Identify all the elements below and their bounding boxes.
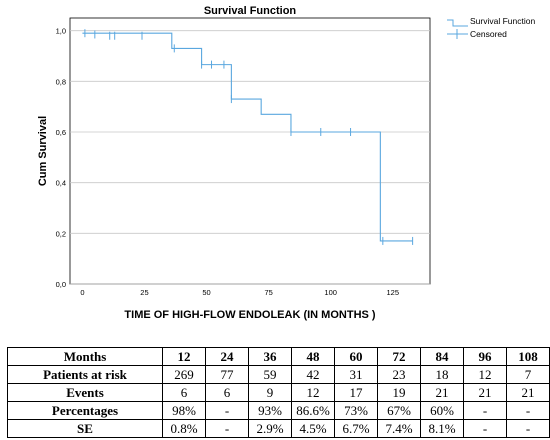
table-cell: 8.1% bbox=[420, 419, 464, 438]
table-cell: 21 bbox=[463, 383, 507, 402]
x-tick-label: 125 bbox=[387, 288, 400, 297]
table-cell: 269 bbox=[162, 365, 206, 384]
table-cell: - bbox=[506, 419, 550, 438]
table-cell: 6 bbox=[205, 383, 249, 402]
x-tick-label: 50 bbox=[202, 288, 210, 297]
table-cell: 19 bbox=[377, 383, 421, 402]
x-axis-label: TIME OF HIGH-FLOW ENDOLEAK (IN MONTHS ) bbox=[124, 309, 375, 321]
row-label: Patients at risk bbox=[7, 365, 163, 384]
table-cell: 7.4% bbox=[377, 419, 421, 438]
x-tick-label: 0 bbox=[80, 288, 84, 297]
survival-step-line bbox=[82, 32, 413, 242]
table-cell: 2.9% bbox=[248, 419, 292, 438]
x-axis-ticks: 0 25 50 75 100 125 bbox=[80, 288, 399, 297]
table-cell: 17 bbox=[334, 383, 378, 402]
table-cell: 98% bbox=[162, 401, 206, 420]
row-label: Events bbox=[7, 383, 163, 402]
table-cell: 12 bbox=[291, 383, 335, 402]
table-cell: 18 bbox=[420, 365, 464, 384]
series-group bbox=[82, 29, 414, 245]
month-header-cell: 84 bbox=[420, 347, 464, 366]
x-tick-label: 75 bbox=[264, 288, 272, 297]
table-cell: - bbox=[506, 401, 550, 420]
survival-chart-svg: 0,0 0,2 0,4 0,6 0,8 1,0 0 25 50 75 100 125 Surviva… bbox=[37, 5, 535, 321]
month-header-cell: 72 bbox=[377, 347, 421, 366]
y-axis-ticks: 0,0 0,2 0,4 0,6 0,8 1,0 bbox=[56, 27, 66, 289]
y-tick-label: 1,0 bbox=[56, 27, 66, 36]
table-cell: 86.6% bbox=[291, 401, 335, 420]
chart-title: Survival Function bbox=[204, 5, 297, 17]
legend-survival-label: Survival Function bbox=[470, 16, 535, 26]
month-header-cell: 96 bbox=[463, 347, 507, 366]
y-tick-label: 0,4 bbox=[56, 179, 66, 188]
table-cell: 12 bbox=[463, 365, 507, 384]
x-tick-label: 100 bbox=[324, 288, 337, 297]
table-row: Events 6 6 9 12 17 19 21 21 21 bbox=[7, 383, 550, 402]
table-cell: - bbox=[205, 419, 249, 438]
table-cell: 23 bbox=[377, 365, 421, 384]
month-header-cell: 60 bbox=[334, 347, 378, 366]
table-cell: - bbox=[463, 401, 507, 420]
table-cell: 7 bbox=[506, 365, 550, 384]
table-cell: 4.5% bbox=[291, 419, 335, 438]
y-tick-label: 0,2 bbox=[56, 229, 66, 238]
row-label: Percentages bbox=[7, 401, 163, 420]
x-tick-label: 25 bbox=[140, 288, 148, 297]
table-cell: 59 bbox=[248, 365, 292, 384]
risk-table-container: Months 12 24 36 48 60 72 84 96 108 Patients at ris… bbox=[7, 347, 550, 438]
table-cell: 60% bbox=[420, 401, 464, 420]
table-cell: 77 bbox=[205, 365, 249, 384]
y-tick-label: 0,0 bbox=[56, 280, 66, 289]
month-header-cell: 12 bbox=[162, 347, 206, 366]
month-header-cell: 48 bbox=[291, 347, 335, 366]
y-tick-label: 0,8 bbox=[56, 77, 66, 86]
table-header-row: Months 12 24 36 48 60 72 84 96 108 bbox=[7, 347, 550, 366]
month-header-cell: 24 bbox=[205, 347, 249, 366]
month-header-cell: 36 bbox=[248, 347, 292, 366]
plot-frame bbox=[69, 17, 431, 285]
grid-lines bbox=[70, 30, 430, 285]
survival-chart: 0,0 0,2 0,4 0,6 0,8 1,0 0 25 50 75 100 125 Surviva… bbox=[37, 5, 535, 321]
table-cell: 31 bbox=[334, 365, 378, 384]
table-cell: 6 bbox=[162, 383, 206, 402]
table-row: SE 0.8% -2.9% 4.5% 6.7% 7.4% 8.1% - - bbox=[7, 419, 550, 438]
month-header-cell: 108 bbox=[506, 347, 550, 366]
legend-censored-swatch bbox=[447, 29, 468, 39]
table-row: Percentages 98% -93% 86.6% 73% 67% 60% - - bbox=[7, 401, 550, 420]
table-cell: 21 bbox=[506, 383, 550, 402]
table-cell: 6.7% bbox=[334, 419, 378, 438]
table-header-label: Months bbox=[7, 347, 163, 366]
legend: Survival Function Censored bbox=[447, 16, 535, 39]
table-row: Patients at risk 269 77 59 42 31 23 18 12 7 bbox=[7, 365, 550, 384]
table-cell: 21 bbox=[420, 383, 464, 402]
row-label: SE bbox=[7, 419, 163, 438]
legend-censored-label: Censored bbox=[470, 29, 507, 39]
table-cell: 73% bbox=[334, 401, 378, 420]
legend-survival-swatch bbox=[447, 19, 468, 27]
y-tick-label: 0,6 bbox=[56, 128, 66, 137]
risk-table: Months 12 24 36 48 60 72 84 96 108 Patients at ris… bbox=[7, 347, 550, 438]
table-cell: - bbox=[205, 401, 249, 420]
table-cell: 93% bbox=[248, 401, 292, 420]
table-cell: 67% bbox=[377, 401, 421, 420]
table-cell: 0.8% bbox=[162, 419, 206, 438]
y-axis-label: Cum Survival bbox=[37, 116, 49, 186]
table-cell: 9 bbox=[248, 383, 292, 402]
table-cell: - bbox=[463, 419, 507, 438]
table-cell: 42 bbox=[291, 365, 335, 384]
